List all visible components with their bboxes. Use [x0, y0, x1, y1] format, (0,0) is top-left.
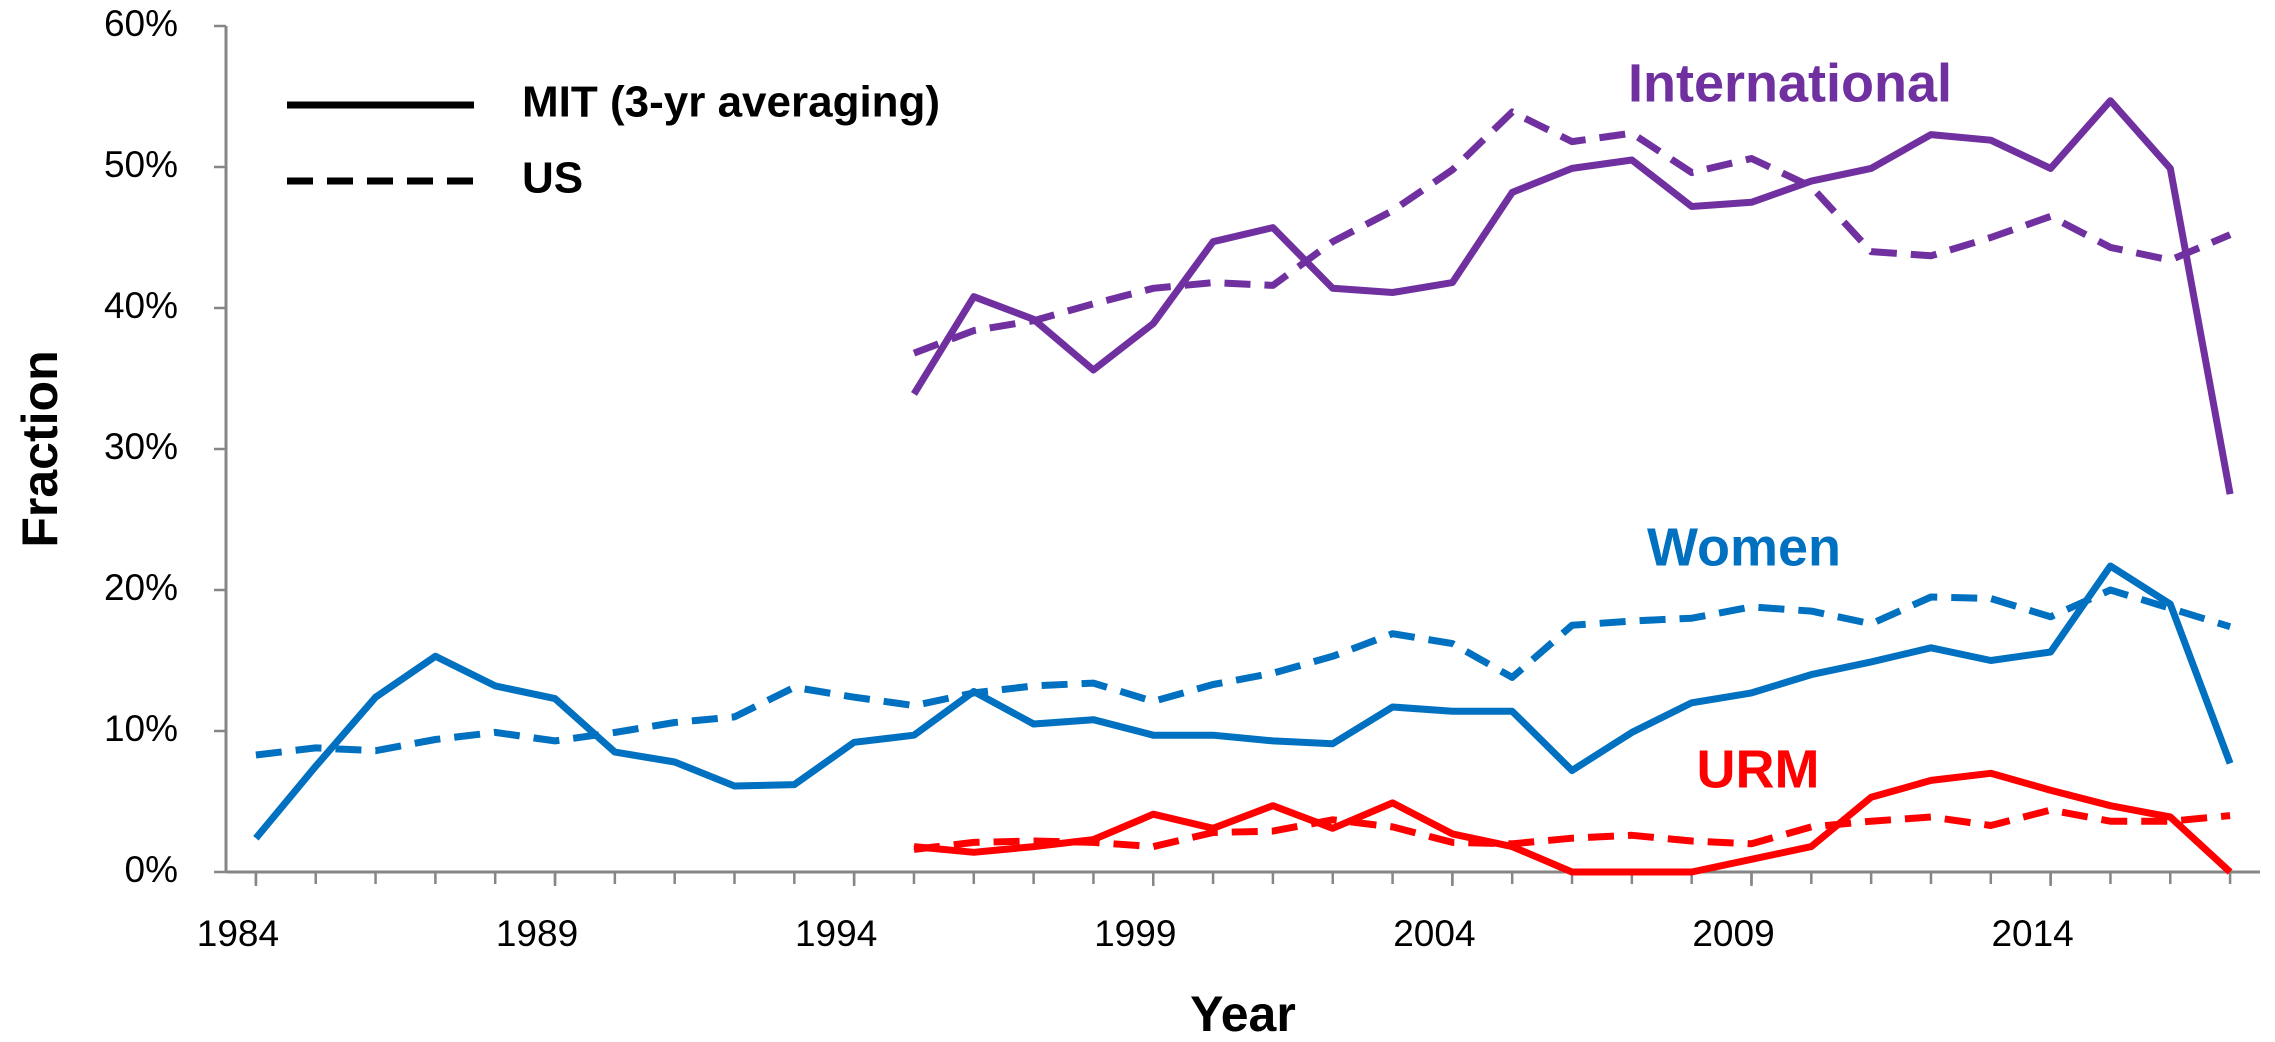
y-tick-label: 50% [104, 144, 178, 185]
us-line [913, 806, 2231, 853]
legend-label: MIT (3-yr averaging) [522, 78, 940, 127]
us-line [912, 108, 2232, 357]
y-tick-label: 20% [104, 567, 178, 608]
mit-line [913, 769, 2233, 876]
x-axis-title: Year [1190, 986, 1296, 1042]
y-axis-title: Fraction [12, 350, 68, 547]
series-label: URM [1697, 739, 1820, 799]
legend-label: US [522, 154, 583, 203]
y-tick-label: 60% [104, 3, 178, 44]
y-tick-label: 30% [104, 426, 178, 467]
y-tick-label: 0% [125, 849, 178, 890]
x-tick-label: 2004 [1393, 913, 1475, 954]
series-label: Women [1647, 517, 1841, 577]
x-tick-label: 1989 [496, 913, 578, 954]
x-tick-label: 1984 [197, 913, 279, 954]
mit-line [253, 562, 2234, 841]
y-tick-label: 40% [104, 285, 178, 326]
x-tick-label: 1999 [1094, 913, 1176, 954]
us-line [255, 586, 2232, 759]
mit-line [911, 97, 2234, 495]
y-tick-label: 10% [104, 708, 178, 749]
x-tick-label: 2009 [1692, 913, 1774, 954]
x-tick-label: 1994 [795, 913, 877, 954]
x-tick-label: 2014 [1991, 913, 2073, 954]
series-label: International [1628, 53, 1952, 113]
